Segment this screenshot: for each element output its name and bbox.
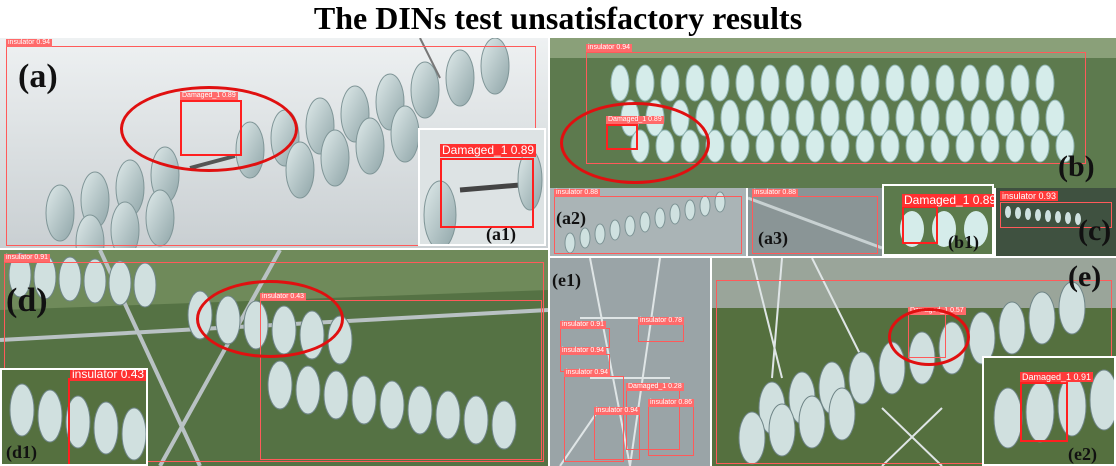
panel-label-a2: (a2) (556, 208, 586, 228)
detection-label: Damaged_1 0.91 (1020, 372, 1094, 382)
panel-label-c: (c) (1078, 214, 1112, 247)
detection-box-insulator (638, 324, 684, 342)
panel-label-a3: (a3) (758, 228, 788, 248)
panel-label-d1: (d1) (6, 442, 37, 462)
inset-d1-scene (9, 383, 146, 461)
panel-label-e: (e) (1068, 260, 1102, 293)
inset-e2-scene (993, 369, 1114, 449)
highlight-ellipse (560, 102, 710, 184)
panel-label-a: (a) (18, 58, 58, 95)
panel-label-d: (d) (6, 282, 48, 319)
detection-label: insulator 0.94 (6, 39, 53, 47)
detection-label: insulator 0.94 (594, 407, 641, 415)
panel-label-e1: (e1) (552, 270, 581, 290)
panel-c: insulator 0.93 (c) (996, 188, 1116, 256)
inset-d1: insulator 0.43 (d1) (0, 368, 148, 466)
detection-label: insulator 0.43 (70, 368, 146, 381)
inset-a1: Damaged_1 0.89 (a1) (418, 128, 546, 246)
detection-label: Damaged_1 0.89 (440, 143, 537, 157)
detection-box-damaged (440, 158, 534, 228)
panel-a: insulator 0.94 Damaged_1 0.89 (a) Damage… (0, 38, 548, 248)
detection-label: insulator 0.86 (648, 399, 695, 407)
detection-box-insulator (554, 196, 742, 254)
detection-label: insulator 0.93 (1000, 191, 1059, 201)
highlight-ellipse (196, 280, 344, 358)
panel-label-b: (b) (1058, 150, 1095, 183)
detection-label: insulator 0.94 (560, 347, 607, 355)
detection-box-insulator (560, 328, 610, 348)
highlight-ellipse (120, 86, 298, 172)
panel-a2-scene (550, 188, 746, 256)
panel-d: insulator 0.91 insulator 0.43 (d) insula… (0, 250, 548, 466)
detection-label: Damaged_1 0.89 (902, 194, 994, 207)
panel-a3: insulator 0.88 (a3) (748, 188, 882, 256)
panel-a3-scene (748, 188, 882, 256)
detection-box-insulator (586, 52, 1086, 164)
panel-b: insulator 0.94 Damaged_1 0.89 (b) (550, 38, 1116, 188)
detection-box-insulator (260, 300, 542, 460)
detection-label: insulator 0.91 (560, 321, 607, 329)
detection-box-damaged (1020, 382, 1068, 442)
panel-e1: insulator 0.91 insulator 0.78 insulator … (550, 258, 710, 466)
detection-label: Damaged_1 0.28 (626, 383, 684, 391)
detection-box-insulator (68, 378, 146, 464)
detection-label: insulator 0.78 (638, 317, 685, 325)
detection-box-insulator (4, 262, 544, 462)
detection-box-insulator (594, 414, 640, 460)
detection-box-damaged (902, 206, 938, 244)
detection-label: insulator 0.88 (554, 189, 601, 197)
detection-label: insulator 0.94 (564, 369, 611, 377)
panel-e: Damaged_1 0.57 (e) Damaged_1 0.91 (e2) (712, 258, 1116, 466)
highlight-ellipse (888, 308, 970, 366)
panel-label-b1: (b1) (948, 232, 979, 252)
panel-label-e2: (e2) (1068, 444, 1097, 464)
detection-label: insulator 0.91 (4, 254, 51, 262)
panel-label-a1: (a1) (486, 224, 516, 244)
detection-box-insulator (1000, 202, 1112, 228)
detection-label: insulator 0.94 (586, 44, 633, 52)
figure-title: The DINs test unsatisfactory results (313, 0, 803, 36)
detection-box-insulator (752, 196, 878, 254)
detection-box-insulator (648, 406, 694, 456)
inset-e2: Damaged_1 0.91 (e2) (982, 356, 1116, 466)
panel-a2: insulator 0.88 (a2) (550, 188, 746, 256)
detection-label: insulator 0.88 (752, 189, 799, 197)
panel-b1: Damaged_1 0.89 (b1) (882, 184, 994, 256)
